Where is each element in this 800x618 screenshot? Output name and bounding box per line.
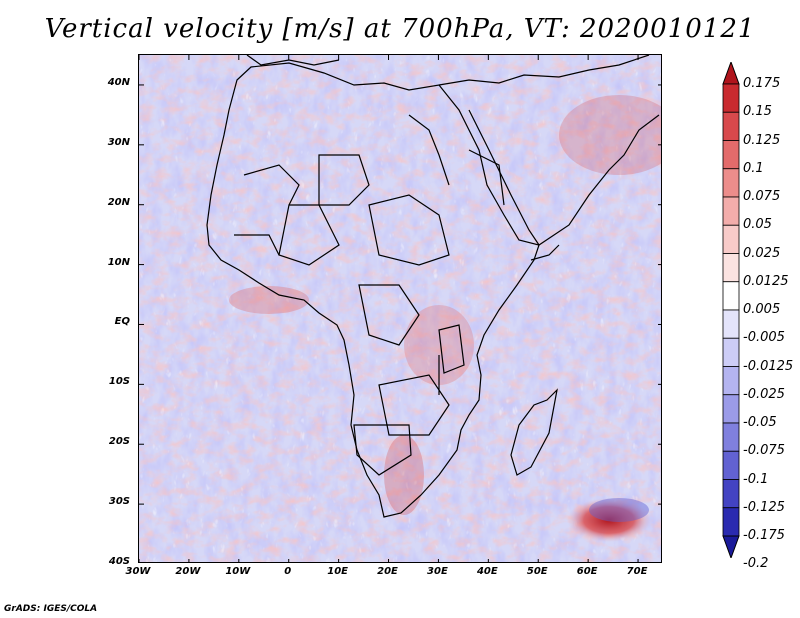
lon-tick-label: 60E bbox=[576, 566, 598, 577]
colorbar-level-label: -0.05 bbox=[743, 415, 777, 430]
lon-tick-label: 30W bbox=[125, 566, 151, 577]
colorbar-top-arrow bbox=[722, 62, 740, 85]
lon-tick-label: 50E bbox=[526, 566, 548, 577]
plot-title: Vertical velocity [m/s] at 700hPa, VT: 2… bbox=[44, 14, 756, 44]
lat-tick-label: 40S bbox=[108, 556, 130, 567]
colorbar-bottom-arrow bbox=[722, 535, 740, 558]
colorbar-level-label: 0.125 bbox=[743, 132, 781, 148]
colorbar bbox=[722, 62, 740, 558]
lat-tick-label: EQ bbox=[114, 316, 130, 328]
colorbar-level-label: 0.005 bbox=[743, 302, 781, 317]
lat-tick-label: 20S bbox=[108, 436, 130, 448]
colorbar-segment bbox=[722, 309, 740, 339]
colorbar-level-label: 0.0125 bbox=[743, 273, 789, 289]
colorbar-segment bbox=[722, 479, 740, 509]
colorbar-segment bbox=[722, 168, 740, 198]
colorbar-level-label: -0.1 bbox=[743, 471, 769, 487]
lon-tick-label: 0 bbox=[284, 566, 292, 577]
lon-tick-label: 10E bbox=[327, 566, 348, 577]
lat-tick-label: 30N bbox=[107, 136, 130, 148]
velocity-field bbox=[139, 55, 661, 562]
lat-tick-label: 40N bbox=[107, 76, 130, 88]
lat-tick-label: 30S bbox=[108, 496, 130, 508]
colorbar-level-label: -0.175 bbox=[743, 528, 785, 543]
colorbar-segment bbox=[722, 450, 740, 480]
lon-tick-label: 40E bbox=[476, 566, 498, 577]
coastlines bbox=[206, 55, 660, 518]
colorbar-segment bbox=[722, 394, 740, 424]
lat-tick-label: 20N bbox=[107, 196, 130, 208]
lon-tick-label: 10W bbox=[225, 566, 251, 577]
map-panel bbox=[138, 54, 662, 563]
lat-tick-label: 10N bbox=[107, 256, 130, 268]
colorbar-level-label: 0.025 bbox=[743, 245, 781, 261]
lon-tick-label: 20W bbox=[175, 566, 201, 577]
colorbar-segment bbox=[722, 224, 740, 254]
colorbar-segment bbox=[722, 253, 740, 283]
colorbar-level-label: 0.175 bbox=[743, 76, 781, 91]
colorbar-level-label: 0.15 bbox=[743, 104, 772, 120]
lon-tick-label: 20E bbox=[377, 566, 398, 577]
colorbar-segment bbox=[722, 140, 740, 170]
colorbar-segment bbox=[722, 83, 740, 113]
colorbar-segment bbox=[722, 196, 740, 226]
colorbar-segment bbox=[722, 111, 740, 141]
lon-tick-label: 70E bbox=[626, 566, 648, 577]
colorbar-segment bbox=[722, 337, 740, 367]
footer-credit: GrADS: IGES/COLA bbox=[4, 604, 98, 614]
colorbar-level-label: -0.075 bbox=[743, 443, 785, 459]
cyclone-updraft bbox=[567, 498, 651, 542]
colorbar-level-label: -0.125 bbox=[743, 499, 785, 515]
colorbar-segment bbox=[722, 366, 740, 396]
lon-tick-label: 30E bbox=[427, 566, 448, 577]
lat-tick-label: 10S bbox=[108, 376, 130, 388]
colorbar-level-label: -0.025 bbox=[743, 386, 785, 402]
colorbar-segment bbox=[722, 281, 740, 311]
colorbar-level-label: 0.05 bbox=[743, 217, 772, 233]
colorbar-level-label: 0.1 bbox=[743, 160, 764, 176]
colorbar-level-label: -0.0125 bbox=[743, 358, 794, 374]
colorbar-level-label: 0.075 bbox=[743, 189, 781, 204]
colorbar-level-label: -0.2 bbox=[743, 556, 769, 572]
colorbar-segment bbox=[722, 507, 740, 537]
colorbar-level-label: -0.005 bbox=[743, 330, 785, 346]
colorbar-segment bbox=[722, 422, 740, 452]
